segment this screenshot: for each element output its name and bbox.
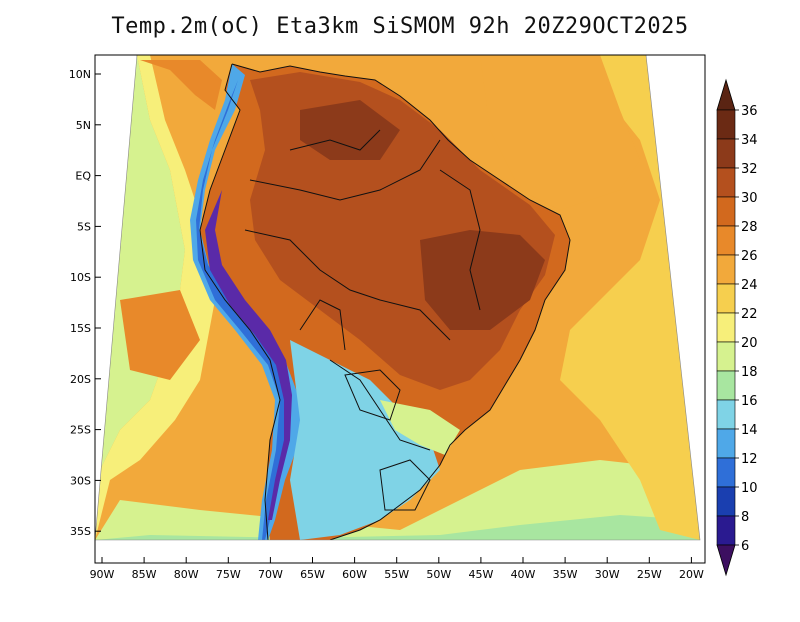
colorbar-swatch [716, 486, 736, 517]
colorbar-label: 36 [741, 104, 758, 119]
central-america [140, 60, 222, 110]
lat-label: 20S [70, 373, 91, 386]
longitude-axis: 90W 85W 80W 75W 70W 65W 60W 55W 50W 45W 40W 35W 30W 2… [90, 557, 704, 581]
map-field [95, 55, 700, 540]
lon-label: 25W [637, 568, 662, 581]
lon-label: 50W [426, 568, 451, 581]
lon-label: 70W [258, 568, 283, 581]
colorbar-swatch [716, 515, 736, 546]
land-south-mild [380, 400, 460, 455]
colorbar-label: 16 [741, 394, 758, 409]
lat-label: 5N [76, 119, 91, 132]
colorbar-swatch [716, 254, 736, 285]
land-very-hot-north [300, 100, 400, 160]
country-borders [199, 63, 571, 540]
colorbar-label: 14 [741, 423, 758, 438]
land-south-cool [290, 340, 440, 540]
colorbar-swatch [716, 109, 736, 140]
lat-label: 15S [70, 322, 91, 335]
colorbar-top-arrow [716, 78, 736, 111]
border-venezuela [289, 129, 381, 151]
ocean-mild-west [95, 55, 215, 540]
lon-label: 20W [679, 568, 704, 581]
lon-label: 75W [216, 568, 241, 581]
colorbar-swatch [716, 138, 736, 169]
colorbar-label: 20 [741, 336, 758, 351]
lon-label: 85W [132, 568, 157, 581]
lat-label: 35S [70, 525, 91, 538]
lat-label: 5S [77, 220, 91, 233]
ocean-warm-northeast [480, 55, 640, 210]
border-paraguay [344, 369, 401, 421]
colorbar-swatch [716, 428, 736, 459]
colorbar-label: 30 [741, 191, 758, 206]
colorbar-swatch [716, 167, 736, 198]
ocean-cold-south [95, 515, 700, 540]
ocean-warm-pacific [120, 290, 200, 380]
coastline-west [199, 63, 281, 540]
plot-frame [94, 54, 706, 564]
map-title: Temp.2m(oC) Eta3km SiSMOM 92h 20Z29OCT20… [111, 14, 689, 39]
lon-label: 65W [300, 568, 325, 581]
lon-label: 80W [174, 568, 199, 581]
land-very-hot-core [420, 230, 545, 330]
colorbar-bottom-arrow [716, 544, 736, 577]
border-uruguay [379, 459, 431, 511]
colorbar-label: 26 [741, 249, 758, 264]
lat-label: 10S [70, 271, 91, 284]
andes-cold-strip [190, 64, 300, 540]
lon-label: 30W [595, 568, 620, 581]
lon-label: 35W [553, 568, 578, 581]
colorbar-label: 10 [741, 481, 758, 496]
lat-label: 30S [70, 474, 91, 487]
coastline-east [231, 63, 571, 540]
border-central [244, 229, 451, 341]
colorbar-swatch [716, 341, 736, 372]
colorbar-label: 22 [741, 307, 758, 322]
lon-label: 40W [511, 568, 536, 581]
colorbar-label: 32 [741, 162, 758, 177]
ocean-cool-south [95, 460, 700, 540]
lon-label: 90W [90, 568, 115, 581]
colorbar-label: 28 [741, 220, 758, 235]
colorbar-label: 24 [741, 278, 758, 293]
colorbar-label: 18 [741, 365, 758, 380]
colorbar-label: 6 [741, 539, 749, 554]
colorbar-label: 12 [741, 452, 758, 467]
colorbar-swatch [716, 283, 736, 314]
lat-label: EQ [75, 170, 91, 183]
colorbar-swatch [716, 225, 736, 256]
colorbar-label: 34 [741, 133, 758, 148]
colorbar-swatch [716, 196, 736, 227]
colorbar-swatch [716, 457, 736, 488]
latitude-axis: 10N 5N EQ 5S 10S 15S 20S 25S 30S 35S [69, 68, 101, 538]
colorbar-swatch [716, 312, 736, 343]
ocean-mild-east [560, 55, 700, 540]
border-bolivia [299, 299, 346, 351]
lon-label: 60W [342, 568, 367, 581]
colorbar: 36 34 32 30 28 26 24 22 20 18 16 14 12 10 8 6 [716, 78, 758, 577]
colorbar-swatch [716, 399, 736, 430]
lat-label: 25S [70, 424, 91, 437]
lon-label: 45W [468, 568, 493, 581]
colorbar-label: 8 [741, 510, 749, 525]
lon-label: 55W [384, 568, 409, 581]
lat-label: 10N [69, 68, 91, 81]
border-north [249, 139, 441, 201]
andes-coldest-strip [205, 190, 292, 520]
border-south [329, 359, 431, 451]
colorbar-swatch [716, 370, 736, 401]
border-brazil-state [439, 169, 481, 311]
